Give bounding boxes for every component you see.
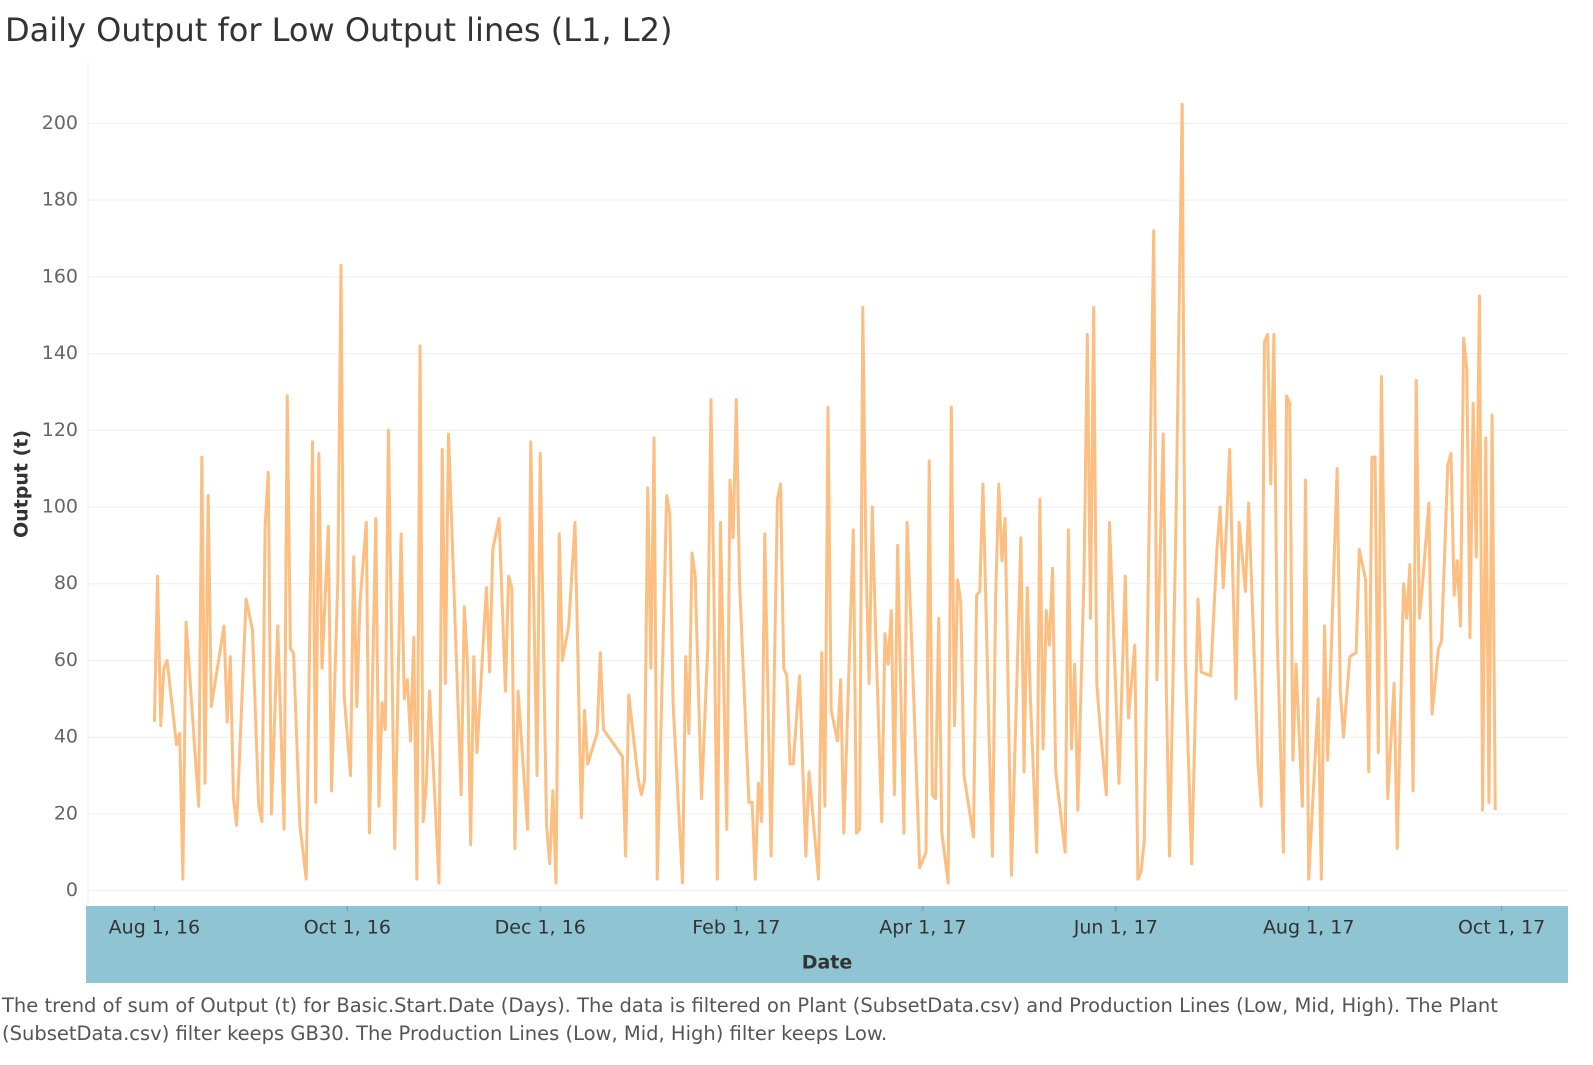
y-tick-label: 60 xyxy=(54,649,78,671)
x-tick-label: Oct 1, 17 xyxy=(1458,917,1545,939)
x-tick-label: Feb 1, 17 xyxy=(692,917,780,939)
x-axis-label: Date xyxy=(802,952,853,974)
y-tick-label: 160 xyxy=(42,265,78,287)
y-tick-label: 80 xyxy=(54,572,78,594)
y-tick-label: 200 xyxy=(42,112,78,134)
y-axis-label: Output (t) xyxy=(11,430,33,538)
y-tick-label: 120 xyxy=(42,419,78,441)
x-tick-label: Aug 1, 17 xyxy=(1263,917,1354,939)
y-tick-label: 140 xyxy=(42,342,78,364)
y-tick-label: 40 xyxy=(54,726,78,748)
x-axis-band xyxy=(86,906,1568,983)
chart: Daily Output for Low Output lines (L1, L… xyxy=(5,11,1568,983)
x-tick-label: Jun 1, 17 xyxy=(1073,917,1158,939)
y-tick-label: 0 xyxy=(66,879,78,901)
y-tick-label: 100 xyxy=(42,496,78,518)
x-tick-label: Oct 1, 16 xyxy=(304,917,391,939)
x-tick-label: Dec 1, 16 xyxy=(495,917,586,939)
y-tick-label: 180 xyxy=(42,189,78,211)
x-tick-label: Apr 1, 17 xyxy=(879,917,966,939)
y-tick-label: 20 xyxy=(54,802,78,824)
chart-title: Daily Output for Low Output lines (L1, L… xyxy=(5,11,672,49)
x-tick-label: Aug 1, 16 xyxy=(109,917,200,939)
line-series xyxy=(152,102,1497,885)
caption: The trend of sum of Output (t) for Basic… xyxy=(2,994,1498,1045)
